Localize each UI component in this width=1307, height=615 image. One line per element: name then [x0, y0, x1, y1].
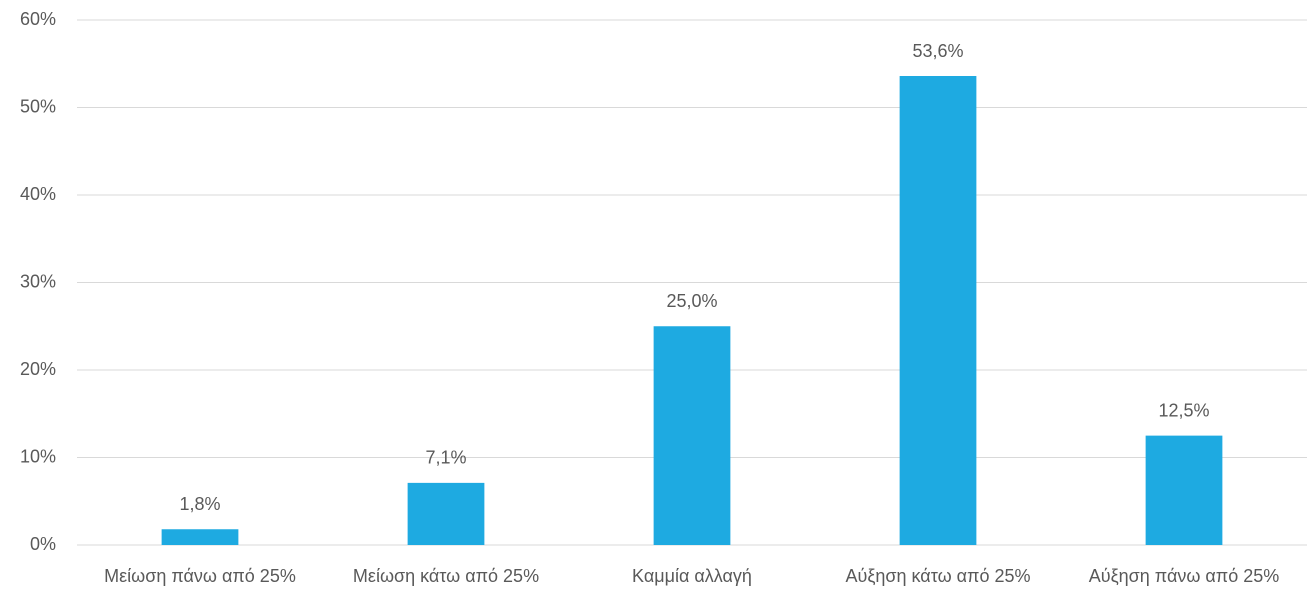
value-label: 1,8% — [179, 494, 220, 514]
bar — [653, 326, 731, 545]
y-tick-label: 60% — [20, 9, 56, 29]
value-label: 25,0% — [666, 291, 717, 311]
bar — [1145, 435, 1223, 545]
value-label: 53,6% — [912, 41, 963, 61]
y-tick-label: 10% — [20, 446, 56, 466]
value-label: 7,1% — [425, 448, 466, 468]
x-tick-label: Μείωση κάτω από 25% — [352, 566, 540, 586]
y-tick-label: 50% — [20, 96, 56, 116]
y-tick-label: 30% — [20, 271, 56, 291]
y-tick-label: 0% — [30, 534, 56, 554]
x-tick-label: Καμμία αλλαγή — [632, 566, 752, 586]
x-tick-label: Αύξηση πάνω από 25% — [1088, 566, 1280, 586]
y-tick-label: 40% — [20, 184, 56, 204]
value-label: 12,5% — [1158, 400, 1209, 420]
bar — [899, 76, 977, 545]
bar — [407, 482, 485, 545]
x-tick-label: Αύξηση κάτω από 25% — [845, 566, 1031, 586]
bar — [161, 529, 239, 545]
x-tick-label: Μείωση πάνω από 25% — [104, 566, 296, 586]
y-tick-label: 20% — [20, 359, 56, 379]
